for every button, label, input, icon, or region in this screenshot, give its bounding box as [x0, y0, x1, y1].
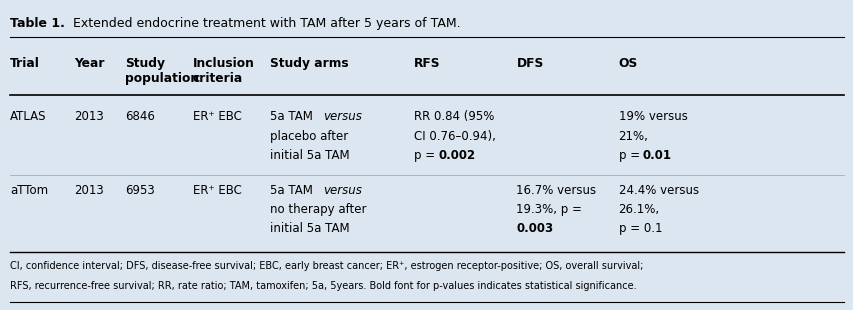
Text: Inclusion
criteria: Inclusion criteria: [193, 57, 254, 85]
Text: p =: p =: [618, 148, 642, 162]
Text: CI 0.76–0.94),: CI 0.76–0.94),: [414, 130, 496, 143]
Text: Table 1.: Table 1.: [10, 17, 65, 30]
Text: 0.01: 0.01: [641, 148, 670, 162]
Text: versus: versus: [322, 110, 362, 123]
Text: Year: Year: [73, 57, 104, 70]
Text: RFS: RFS: [414, 57, 440, 70]
Text: DFS: DFS: [516, 57, 543, 70]
Text: Study
population: Study population: [125, 57, 199, 85]
Text: 19% versus: 19% versus: [618, 110, 687, 123]
Text: initial 5a TAM: initial 5a TAM: [270, 222, 349, 235]
Text: RFS, recurrence-free survival; RR, rate ratio; TAM, tamoxifen; 5a, 5years. Bold : RFS, recurrence-free survival; RR, rate …: [10, 281, 635, 291]
Text: ATLAS: ATLAS: [10, 110, 46, 123]
Text: placebo after: placebo after: [270, 130, 347, 143]
Text: p = 0.1: p = 0.1: [618, 222, 661, 235]
Text: p =: p =: [414, 148, 438, 162]
Text: aTTom: aTTom: [10, 184, 48, 197]
Text: initial 5a TAM: initial 5a TAM: [270, 148, 349, 162]
Text: 24.4% versus: 24.4% versus: [618, 184, 698, 197]
Text: CI, confidence interval; DFS, disease-free survival; EBC, early breast cancer; E: CI, confidence interval; DFS, disease-fr…: [10, 261, 642, 271]
Text: Trial: Trial: [10, 57, 40, 70]
Text: 19.3%, p =: 19.3%, p =: [516, 203, 582, 216]
Text: 0.003: 0.003: [516, 222, 553, 235]
Text: 16.7% versus: 16.7% versus: [516, 184, 595, 197]
Text: RR 0.84 (95%: RR 0.84 (95%: [414, 110, 494, 123]
Text: ER⁺ EBC: ER⁺ EBC: [193, 110, 241, 123]
Text: 21%,: 21%,: [618, 130, 647, 143]
Text: ER⁺ EBC: ER⁺ EBC: [193, 184, 241, 197]
Text: Study arms: Study arms: [270, 57, 348, 70]
Text: Extended endocrine treatment with TAM after 5 years of TAM.: Extended endocrine treatment with TAM af…: [65, 17, 461, 30]
Text: 5a TAM: 5a TAM: [270, 110, 316, 123]
Text: 0.002: 0.002: [438, 148, 474, 162]
Text: 26.1%,: 26.1%,: [618, 203, 659, 216]
Text: 6846: 6846: [125, 110, 154, 123]
Text: 2013: 2013: [73, 110, 103, 123]
Text: 5a TAM: 5a TAM: [270, 184, 316, 197]
Text: no therapy after: no therapy after: [270, 203, 366, 216]
Text: 6953: 6953: [125, 184, 154, 197]
Text: OS: OS: [618, 57, 637, 70]
Text: 2013: 2013: [73, 184, 103, 197]
Text: versus: versus: [322, 184, 362, 197]
